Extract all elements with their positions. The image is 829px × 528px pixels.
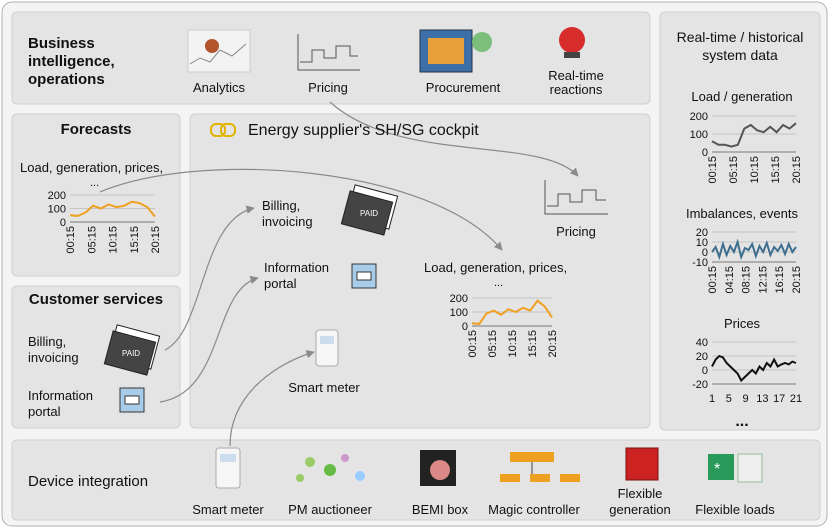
panel-title: Real-time / historical	[677, 29, 804, 45]
chart-title: Imbalances, events	[686, 206, 799, 221]
item-label: reactions	[550, 82, 603, 97]
x-tick-label: 9	[743, 393, 749, 405]
x-tick-label: 00:15	[467, 330, 479, 358]
x-tick-label: 15:15	[527, 330, 539, 358]
y-tick-label: 20	[696, 227, 708, 239]
y-tick-label: 20	[696, 351, 708, 363]
item-label: Pricing	[308, 80, 348, 95]
x-tick-label: 20:15	[547, 330, 559, 358]
item-label: Billing,	[28, 334, 66, 349]
panel-title: Business	[28, 35, 95, 52]
y-tick-label: 100	[450, 307, 468, 319]
x-tick-label: 20:15	[150, 226, 162, 254]
item-label: portal	[264, 276, 297, 291]
x-tick-label: 13	[756, 393, 768, 405]
y-tick-label: 100	[48, 204, 66, 216]
item-label: Billing,	[262, 198, 300, 213]
item-label: Information	[28, 388, 93, 403]
x-tick-label: 21	[790, 393, 802, 405]
meter-icon-cockpit	[316, 330, 338, 366]
item-label: generation	[609, 502, 670, 517]
analytics-icon	[188, 30, 250, 72]
item-label: invoicing	[262, 214, 313, 229]
item-label: portal	[28, 404, 61, 419]
x-tick-label: 10:15	[507, 330, 519, 358]
ellipsis: ...	[735, 413, 748, 430]
item-label: PM auctioneer	[288, 502, 372, 517]
x-tick-label: 10:15	[749, 156, 761, 184]
x-tick-label: 1	[709, 393, 715, 405]
item-label: Information	[264, 260, 329, 275]
page: PAID PAID * Businessintelligence,operati…	[0, 0, 829, 528]
x-tick-label: 05:15	[487, 330, 499, 358]
x-tick-label: 20:15	[791, 266, 803, 294]
system-data-panel	[660, 12, 820, 430]
x-tick-label: 20:15	[791, 156, 803, 184]
item-label: Real-time	[548, 68, 604, 83]
y-tick-label: -20	[692, 379, 708, 391]
item-label: Flexible loads	[695, 502, 775, 517]
x-tick-label: 10:15	[108, 226, 120, 254]
x-tick-label: 00:15	[707, 156, 719, 184]
chart-title: Load / generation	[691, 89, 792, 104]
item-label: Flexible	[618, 486, 663, 501]
x-tick-label: 00:15	[707, 266, 719, 294]
portal-icon-cockpit	[352, 264, 376, 288]
x-tick-label: 00:15	[65, 226, 77, 254]
y-tick-label: 40	[696, 337, 708, 349]
svg-text:PAID: PAID	[360, 209, 378, 218]
x-tick-label: 05:15	[728, 156, 740, 184]
y-tick-label: 200	[690, 111, 708, 123]
chart-title: Load, generation, prices,	[20, 160, 163, 175]
panel-title: Forecasts	[61, 121, 132, 138]
item-label: Procurement	[426, 80, 501, 95]
item-label: Analytics	[193, 80, 246, 95]
item-label: Pricing	[556, 224, 596, 239]
cockpit-panel	[190, 114, 650, 428]
chart-subtitle: ...	[494, 277, 503, 289]
panel-title: system data	[702, 47, 778, 63]
panel-title: intelligence,	[28, 53, 115, 70]
y-tick-label: 0	[702, 365, 708, 377]
panel-title: Customer services	[29, 291, 163, 308]
y-tick-label: 100	[690, 129, 708, 141]
svg-text:*: *	[714, 461, 720, 478]
x-tick-label: 17	[773, 393, 785, 405]
portal-icon-customer	[120, 388, 144, 412]
panel-title: Energy supplier's SH/SG cockpit	[248, 122, 479, 139]
item-label: invoicing	[28, 350, 79, 365]
diagram: PAID PAID * Businessintelligence,operati…	[0, 0, 829, 528]
x-tick-label: 12:15	[757, 266, 769, 294]
item-label: BEMI box	[412, 502, 469, 517]
item-label: Smart meter	[192, 502, 264, 517]
x-tick-label: 5	[726, 393, 732, 405]
y-tick-label: 200	[48, 190, 66, 202]
x-tick-label: 15:15	[129, 226, 141, 254]
x-tick-label: 16:15	[774, 266, 786, 294]
panel-title: Device integration	[28, 473, 148, 490]
item-label: Magic controller	[488, 502, 580, 517]
svg-text:PAID: PAID	[122, 349, 140, 358]
item-label: Smart meter	[288, 380, 360, 395]
x-tick-label: 05:15	[86, 226, 98, 254]
chart-subtitle: ...	[90, 177, 99, 189]
x-tick-label: 15:15	[770, 156, 782, 184]
x-tick-label: 08:15	[741, 266, 753, 294]
chart-title: Load, generation, prices,	[424, 260, 567, 275]
panel-title: operations	[28, 71, 105, 88]
chart-title: Prices	[724, 316, 761, 331]
x-tick-label: 04:15	[724, 266, 736, 294]
y-tick-label: 200	[450, 293, 468, 305]
